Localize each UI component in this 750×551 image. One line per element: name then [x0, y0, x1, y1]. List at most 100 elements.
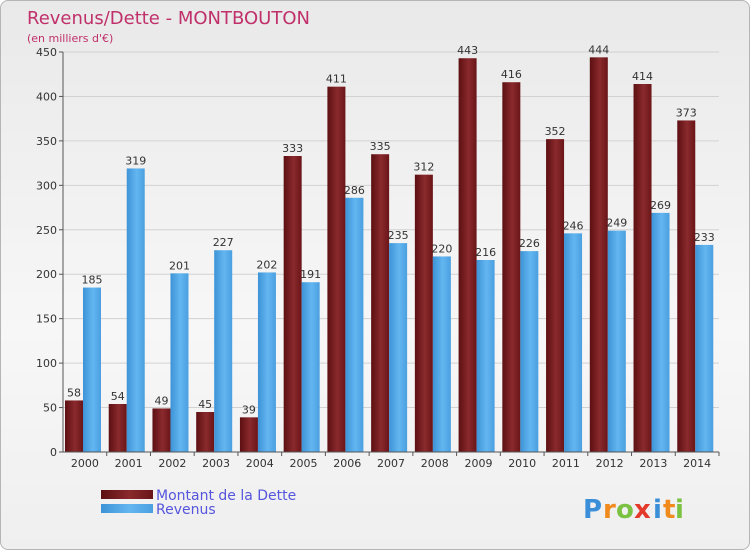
- value-label-revenus: 246: [563, 219, 584, 232]
- logo-letter: i: [653, 495, 662, 525]
- x-tick-label: 2000: [71, 457, 99, 470]
- value-label-dette: 352: [545, 125, 566, 138]
- logo-letter: o: [616, 495, 634, 525]
- bar-revenus: [564, 233, 583, 452]
- x-tick-label: 2005: [290, 457, 318, 470]
- bar-dette: [677, 120, 696, 452]
- bar-dette: [633, 84, 652, 452]
- value-label-revenus: 227: [213, 236, 234, 249]
- value-label-dette: 333: [282, 142, 303, 155]
- value-label-dette: 49: [154, 394, 168, 407]
- logo-letter: x: [634, 495, 651, 525]
- bar-dette: [458, 58, 477, 452]
- value-label-revenus: 319: [125, 154, 146, 167]
- bar-revenus: [83, 287, 101, 452]
- y-tick-label: 350: [36, 135, 57, 148]
- bar-dette: [371, 154, 390, 452]
- bar-revenus: [520, 251, 539, 452]
- bar-revenus: [389, 243, 408, 452]
- legend-label-debt: Montant de la Dette: [156, 488, 296, 504]
- x-tick-label: 2010: [508, 457, 536, 470]
- y-tick-label: 300: [36, 179, 57, 192]
- bar-dette: [327, 86, 346, 453]
- value-label-revenus: 235: [388, 229, 409, 242]
- logo-letter: i: [675, 495, 684, 525]
- bar-dette: [239, 417, 258, 452]
- bar-dette: [283, 156, 302, 452]
- x-tick-label: 2008: [421, 457, 449, 470]
- value-label-dette: 45: [198, 398, 212, 411]
- logo-letter: r: [603, 495, 616, 525]
- value-label-revenus: 286: [344, 184, 365, 197]
- value-label-revenus: 185: [82, 274, 103, 287]
- x-axis: 2000 2001 2002 2003 2004 2005 2006 2007 2008 2009…: [63, 451, 720, 470]
- bar-revenus: [126, 168, 145, 452]
- value-label-dette: 54: [111, 390, 125, 403]
- value-label-revenus: 226: [519, 237, 540, 250]
- x-tick-label: 2013: [639, 457, 667, 470]
- bar-dette: [152, 408, 171, 452]
- x-tick-label: 2003: [202, 457, 230, 470]
- x-tick-label: 2014: [683, 457, 711, 470]
- chart-subtitle: (en milliers d'€): [27, 32, 113, 45]
- value-label-dette: 414: [632, 70, 653, 83]
- value-label-revenus: 202: [256, 258, 277, 271]
- bar-revenus: [432, 256, 451, 452]
- value-label-dette: 335: [370, 140, 391, 153]
- value-label-dette: 411: [326, 73, 347, 86]
- value-label-revenus: 216: [475, 246, 496, 259]
- bar-revenus: [476, 260, 495, 452]
- x-tick-label: 2012: [596, 457, 624, 470]
- value-label-revenus: 201: [169, 259, 190, 272]
- bar-revenus: [345, 197, 364, 452]
- bar-dette: [108, 404, 127, 452]
- value-label-dette: 444: [588, 43, 609, 56]
- bar-dette: [414, 174, 433, 452]
- value-label-dette: 39: [242, 403, 256, 416]
- value-label-dette: 443: [457, 44, 478, 57]
- bar-dette: [589, 57, 608, 452]
- x-tick-label: 2007: [377, 457, 405, 470]
- legend-swatch-revenus: [101, 504, 153, 513]
- value-label-revenus: 269: [650, 199, 671, 212]
- x-tick-label: 2002: [158, 457, 186, 470]
- x-tick-label: 2001: [115, 457, 143, 470]
- bar-revenus: [651, 212, 670, 452]
- bar-revenus: [607, 230, 626, 452]
- bar-revenus: [301, 282, 320, 452]
- y-tick-label: 400: [36, 90, 57, 103]
- chart-title: Revenus/Dette - MONTBOUTON: [27, 8, 310, 29]
- x-tick-label: 2004: [246, 457, 274, 470]
- bars: 58 185 54 319 49 201 45 227 39 202 333 191 411 286 335…: [65, 43, 715, 453]
- bar-revenus: [170, 273, 189, 452]
- value-label-revenus: 249: [606, 217, 627, 230]
- x-tick-label: 2006: [333, 457, 361, 470]
- value-label-revenus: 191: [300, 268, 321, 281]
- bar-dette: [502, 82, 521, 452]
- legend-label-revenus: Revenus: [156, 502, 216, 518]
- y-tick-label: 50: [43, 402, 57, 415]
- value-label-revenus: 220: [431, 242, 452, 255]
- value-label-dette: 58: [67, 386, 81, 399]
- value-label-dette: 416: [501, 68, 522, 81]
- legend-swatch-debt: [101, 490, 153, 499]
- bar-dette: [546, 139, 565, 452]
- legend: Montant de la Dette Revenus: [101, 488, 296, 518]
- bar-revenus: [695, 244, 714, 452]
- y-tick-label: 250: [36, 224, 57, 237]
- x-tick-label: 2009: [464, 457, 492, 470]
- y-axis: 0 50 100 150 200 250 300 350 400 450: [36, 46, 64, 459]
- logo-letter: t: [663, 495, 675, 525]
- bar-dette: [196, 412, 215, 452]
- bar-revenus: [257, 272, 276, 452]
- bar-dette: [65, 400, 83, 452]
- y-tick-label: 150: [36, 313, 57, 326]
- value-label-dette: 373: [676, 106, 697, 119]
- logo-letter: P: [583, 495, 602, 525]
- x-tick-label: 2011: [552, 457, 580, 470]
- y-tick-label: 0: [50, 446, 57, 459]
- y-tick-label: 450: [36, 46, 57, 59]
- value-label-dette: 312: [413, 161, 434, 174]
